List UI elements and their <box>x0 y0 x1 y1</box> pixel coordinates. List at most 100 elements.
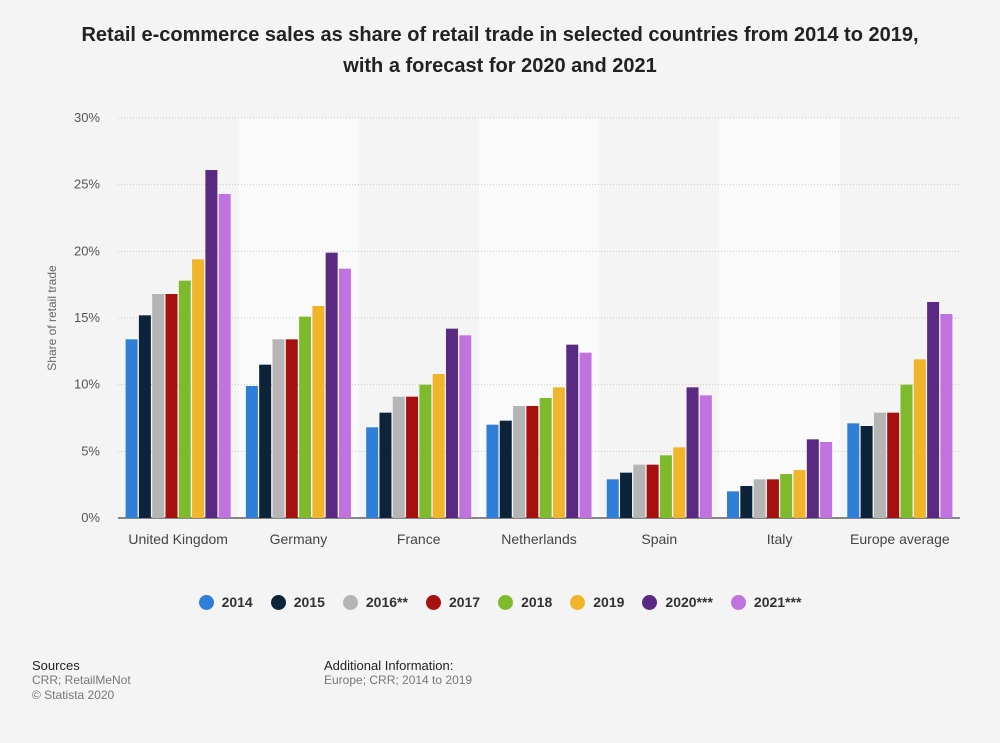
bar[interactable] <box>860 426 873 518</box>
sources-text[interactable]: CRR; RetailMeNot <box>32 673 131 687</box>
bar[interactable] <box>927 302 940 518</box>
bar[interactable] <box>552 387 565 518</box>
bar[interactable] <box>325 252 338 518</box>
bar[interactable] <box>125 339 138 518</box>
bar[interactable] <box>646 464 659 518</box>
legend-marker-icon <box>498 594 514 610</box>
bar[interactable] <box>539 398 552 518</box>
bar[interactable] <box>445 328 458 518</box>
sources-block: Sources CRR; RetailMeNot © Statista 2020 <box>32 658 131 703</box>
legend: 2014 2015 2016** 2017 2018 2019 2020*** 2021*** <box>0 594 1000 610</box>
bar[interactable] <box>633 464 646 518</box>
bar[interactable] <box>299 316 312 518</box>
y-tick-label: 30% <box>74 110 100 125</box>
bar[interactable] <box>259 364 272 518</box>
bar[interactable] <box>138 315 151 518</box>
legend-label: 2017 <box>448 594 481 610</box>
x-tick-label: Spain <box>641 531 677 547</box>
bar[interactable] <box>887 412 900 518</box>
chart-title: Retail e-commerce sales as share of reta… <box>81 24 919 77</box>
bar[interactable] <box>178 280 191 518</box>
bar[interactable] <box>727 491 740 518</box>
legend-marker-icon <box>342 594 358 610</box>
bar[interactable] <box>659 455 672 518</box>
y-tick-labels: 0% 5% 10% 15% 20% 25% 30% <box>74 110 100 525</box>
legend-label: 2021*** <box>753 594 802 610</box>
legend-label: 2016** <box>365 594 408 610</box>
legend-item[interactable]: 2015 <box>270 594 325 610</box>
bar[interactable] <box>820 442 833 518</box>
bar[interactable] <box>366 427 379 518</box>
bar[interactable] <box>459 335 472 518</box>
bar[interactable] <box>873 412 886 518</box>
bar[interactable] <box>338 268 351 518</box>
bar[interactable] <box>272 339 285 518</box>
bar[interactable] <box>218 194 231 518</box>
additional-info-text: Europe; CRR; 2014 to 2019 <box>324 673 473 687</box>
bar[interactable] <box>432 374 445 518</box>
legend-item[interactable]: 2018 <box>498 594 552 610</box>
bar[interactable] <box>285 339 298 518</box>
legend-item[interactable]: 2020*** <box>642 594 713 610</box>
additional-info-block: Additional Information: Europe; CRR; 201… <box>324 658 472 688</box>
bar[interactable] <box>620 472 633 518</box>
legend-item[interactable]: 2019 <box>570 594 624 610</box>
bar[interactable] <box>245 386 258 518</box>
bar[interactable] <box>606 479 619 518</box>
bar[interactable] <box>673 447 686 518</box>
bar[interactable] <box>526 406 539 518</box>
bar[interactable] <box>847 423 860 518</box>
legend-label: 2015 <box>293 594 325 610</box>
y-tick-label: 0% <box>81 510 100 525</box>
bar[interactable] <box>806 439 819 518</box>
bars <box>125 170 953 518</box>
bar[interactable] <box>913 359 926 518</box>
x-tick-label: Europe average <box>850 531 950 547</box>
legend-item[interactable]: 2021*** <box>730 594 802 610</box>
legend-marker-icon <box>642 594 658 610</box>
legend-marker-icon <box>730 594 746 610</box>
legend-item[interactable]: 2016** <box>342 594 408 610</box>
bar[interactable] <box>780 474 793 518</box>
bar[interactable] <box>793 470 806 518</box>
x-tick-label: Germany <box>270 531 328 547</box>
bar[interactable] <box>740 486 753 518</box>
bar[interactable] <box>766 479 779 518</box>
x-tick-label: United Kingdom <box>128 531 228 547</box>
bar[interactable] <box>205 170 218 518</box>
bar[interactable] <box>699 395 712 518</box>
bar[interactable] <box>499 420 512 518</box>
bar[interactable] <box>686 387 699 518</box>
y-tick-label: 20% <box>74 243 100 258</box>
bar[interactable] <box>165 294 178 518</box>
bar[interactable] <box>392 396 405 518</box>
legend-item[interactable]: 2017 <box>425 594 481 610</box>
x-tick-labels: United Kingdom Germany France Netherlands Sp… <box>128 531 950 547</box>
bar[interactable] <box>152 294 165 518</box>
x-tick-label: Italy <box>767 531 793 547</box>
legend-marker-icon <box>570 594 586 610</box>
bar[interactable] <box>579 352 592 518</box>
bar[interactable] <box>312 306 325 518</box>
legend-label: 2019 <box>593 594 625 610</box>
bar[interactable] <box>900 384 913 518</box>
additional-info-heading: Additional Information: <box>324 658 454 673</box>
y-axis-label: Share of retail trade <box>45 265 59 371</box>
bar[interactable] <box>192 259 205 518</box>
bar[interactable] <box>940 314 953 518</box>
bar[interactable] <box>513 406 526 518</box>
bar[interactable] <box>406 396 419 518</box>
copyright-text: © Statista 2020 <box>32 688 115 702</box>
bar[interactable] <box>486 424 499 518</box>
legend-label: 2014 <box>221 594 253 610</box>
bar[interactable] <box>753 479 766 518</box>
y-tick-label: 5% <box>81 443 100 458</box>
bar[interactable] <box>419 384 432 518</box>
x-tick-label: France <box>397 531 441 547</box>
bar[interactable] <box>566 344 579 518</box>
legend-item[interactable]: 2014 <box>198 594 253 610</box>
legend-label: 2018 <box>521 594 553 610</box>
legend-marker-icon <box>425 594 441 610</box>
legend-label: 2020*** <box>665 594 713 610</box>
bar[interactable] <box>379 412 392 518</box>
